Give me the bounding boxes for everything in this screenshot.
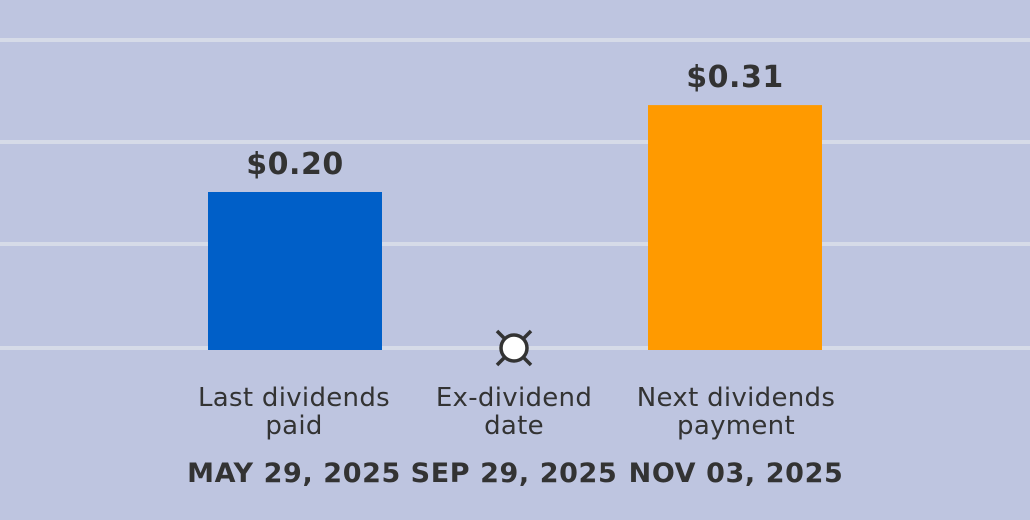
value-label-3: $0.31: [686, 60, 783, 95]
bar-3: [648, 105, 822, 350]
date-label-next-dividends: NOV 03, 2025: [628, 458, 844, 489]
value-label-1: $0.20: [246, 147, 343, 182]
bar-1: [208, 192, 382, 350]
category-label-ex-dividend: Ex-dividend date: [435, 383, 593, 441]
ex-dividend-marker: [499, 333, 529, 363]
date-label-ex-dividend: SEP 29, 2025: [410, 458, 618, 489]
date-label-last-dividends: MAY 29, 2025: [187, 458, 401, 489]
category-label-last-dividends: Last dividends paid: [198, 383, 390, 441]
category-label-next-dividends: Next dividends payment: [636, 383, 836, 441]
